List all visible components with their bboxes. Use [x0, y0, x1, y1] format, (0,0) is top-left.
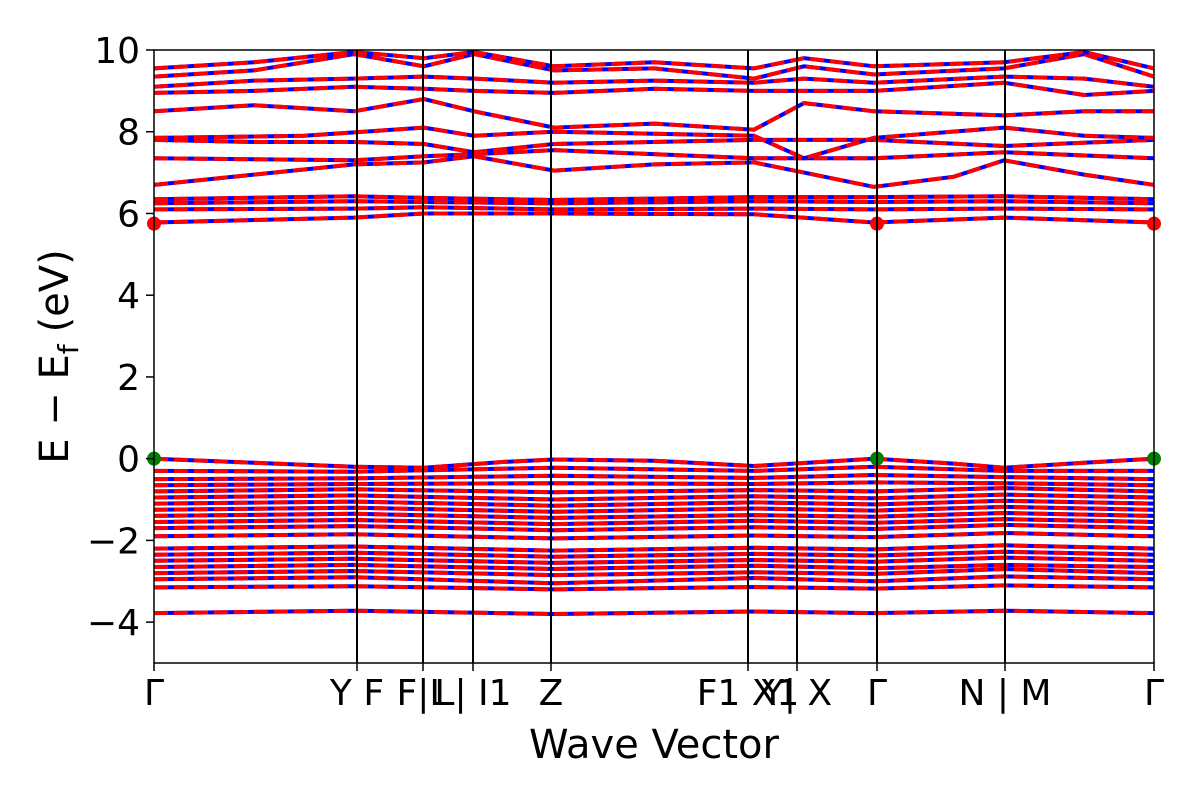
x-tick-label: L| I1: [434, 673, 511, 714]
x-tick-label: Y F: [329, 673, 384, 714]
band-line-red: [154, 194, 1154, 203]
kpath-lines: [356, 50, 1006, 663]
x-tick-label: Γ: [144, 673, 164, 714]
y-axis-ticks: −4 −2 0 2 4 6 8 10: [87, 31, 154, 644]
x-axis-label: Wave Vector: [529, 722, 780, 768]
y-tick-label: 6: [117, 194, 140, 235]
y-axis-label: E − Ef (eV): [32, 249, 85, 464]
y-axis-label-unit: (eV): [32, 249, 78, 332]
y-tick-label: 4: [117, 276, 140, 317]
band-line-red: [154, 52, 1154, 81]
x-tick-label: Y| X: [761, 673, 832, 714]
x-tick-label: Γ: [867, 673, 887, 714]
x-tick-label: Z: [539, 673, 564, 714]
y-tick-label: −2: [87, 521, 140, 562]
x-tick-label: Γ: [1144, 673, 1164, 714]
x-tick-label: F1 X1: [697, 673, 800, 714]
x-tick-label: F|L: [397, 673, 450, 714]
y-axis-label-sub: f: [52, 343, 85, 354]
plot-frame: [153, 49, 1155, 664]
band-line-red: [154, 137, 1154, 155]
band-line-red: [154, 154, 1154, 189]
y-axis-label-main: E − E: [32, 354, 78, 464]
x-axis-ticks: Γ Y F F|LL| I1 Z F1 X1Y| X Γ N | M Γ: [144, 663, 1164, 714]
band-line-red: [154, 199, 1154, 206]
band-line-red: [154, 205, 1154, 212]
y-tick-label: 0: [117, 440, 140, 481]
y-tick-label: 8: [117, 113, 140, 154]
x-tick-label: N | M: [958, 673, 1051, 714]
band-line-red: [154, 50, 1154, 71]
band-line-red: [154, 125, 1154, 161]
y-tick-label: 2: [117, 358, 140, 399]
y-tick-label: −4: [87, 603, 140, 644]
band-line-red: [154, 148, 1154, 163]
y-tick-label: 10: [94, 31, 140, 72]
band-line-red: [154, 211, 1154, 225]
